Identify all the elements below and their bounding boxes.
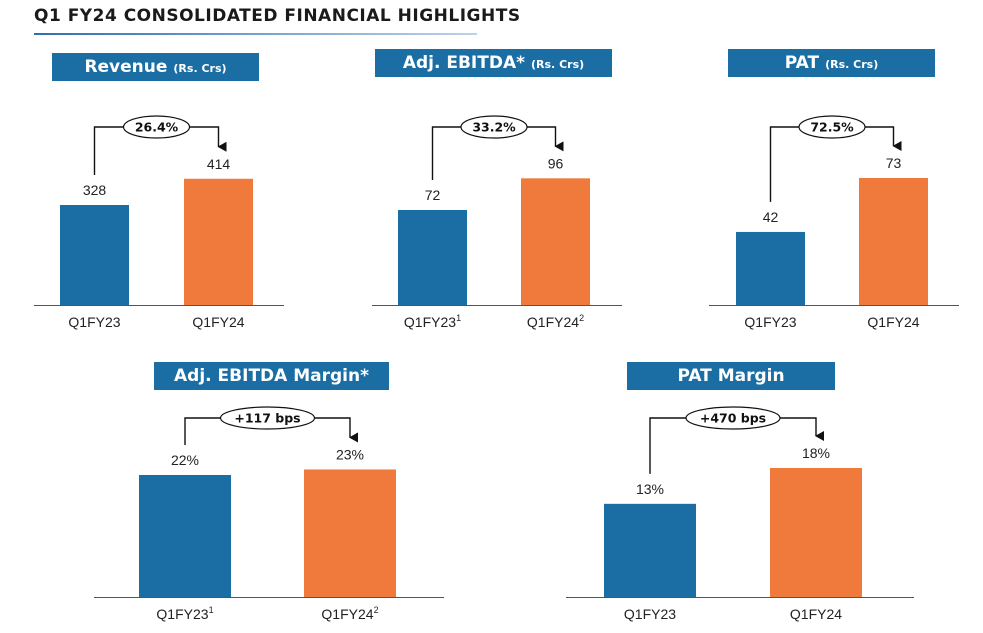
pat-category-label-1: Q1FY23 — [744, 314, 796, 330]
title-underline — [34, 33, 477, 35]
pat-bar-2 — [859, 178, 928, 305]
ebitda-value-label-2: 96 — [548, 155, 564, 171]
ebitda-margin-category-label-1: Q1FY231 — [156, 605, 213, 622]
ebitda-title-badge: Adj. EBITDA* (Rs. Crs) — [375, 49, 612, 77]
pat-title-badge: PAT (Rs. Crs) — [728, 49, 935, 77]
ebitda-category-label-1: Q1FY231 — [404, 313, 461, 330]
pat-margin-bar-1 — [604, 503, 696, 597]
pat-margin-title-badge: PAT Margin — [627, 362, 835, 390]
revenue-bar-1 — [60, 205, 129, 305]
ebitda-unit: (Rs. Crs) — [531, 57, 585, 71]
revenue-title-badge: Revenue (Rs. Crs) — [52, 53, 259, 81]
revenue-category-label-1: Q1FY23 — [68, 314, 120, 330]
pat-change-oval — [798, 115, 866, 139]
revenue-value-label-2: 414 — [207, 156, 231, 172]
ebitda-margin-title: Adj. EBITDA Margin* — [174, 366, 369, 386]
revenue-bar-2 — [184, 178, 253, 305]
revenue-change-label: 26.4% — [135, 120, 179, 135]
ebitda-margin-change-oval — [219, 406, 316, 430]
pat-value-label-2: 73 — [886, 155, 902, 171]
revenue-unit: (Rs. Crs) — [173, 61, 227, 75]
pat-margin-category-label-2: Q1FY24 — [790, 606, 842, 622]
ebitda-change-oval — [460, 115, 528, 139]
ebitda-margin-value-label-2: 23% — [336, 446, 364, 462]
ebitda-margin-category-label-2: Q1FY242 — [321, 605, 378, 622]
ebitda-title: Adj. EBITDA* — [402, 53, 526, 73]
revenue-value-label-1: 328 — [83, 182, 107, 198]
pat-margin-title: PAT Margin — [677, 366, 785, 386]
pat-margin-value-label-1: 13% — [636, 481, 664, 497]
pat-margin-bar-2 — [770, 468, 862, 597]
ebitda-category-label-2: Q1FY242 — [527, 313, 584, 330]
ebitda-margin-bar-2 — [304, 469, 396, 597]
ebitda-bar-1 — [398, 210, 467, 305]
ebitda-margin-bar-1 — [139, 475, 231, 597]
page-title: Q1 FY24 CONSOLIDATED FINANCIAL HIGHLIGHT… — [34, 6, 521, 26]
revenue-change-oval — [122, 115, 191, 139]
pat-margin-category-label-1: Q1FY23 — [624, 606, 676, 622]
revenue-category-label-2: Q1FY24 — [192, 314, 244, 330]
pat-title: PAT — [784, 53, 820, 73]
ebitda-value-label-1: 72 — [425, 187, 441, 203]
ebitda-bar-2 — [521, 178, 590, 305]
pat-margin-change-oval — [685, 406, 781, 430]
pat-value-label-1: 42 — [763, 209, 779, 225]
pat-unit: (Rs. Crs) — [825, 57, 879, 71]
pat-category-label-2: Q1FY24 — [867, 314, 919, 330]
pat-bar-1 — [736, 231, 805, 305]
ebitda-margin-title-badge: Adj. EBITDA Margin* — [154, 362, 389, 390]
ebitda-margin-value-label-1: 22% — [171, 452, 199, 468]
revenue-title: Revenue — [84, 57, 168, 77]
ebitda-change-label: 33.2% — [472, 120, 516, 135]
ebitda-margin-change-label: +117 bps — [234, 411, 300, 426]
pat-margin-value-label-2: 18% — [802, 445, 830, 461]
pat-change-label: 72.5% — [810, 120, 854, 135]
pat-margin-change-label: +470 bps — [700, 411, 766, 426]
